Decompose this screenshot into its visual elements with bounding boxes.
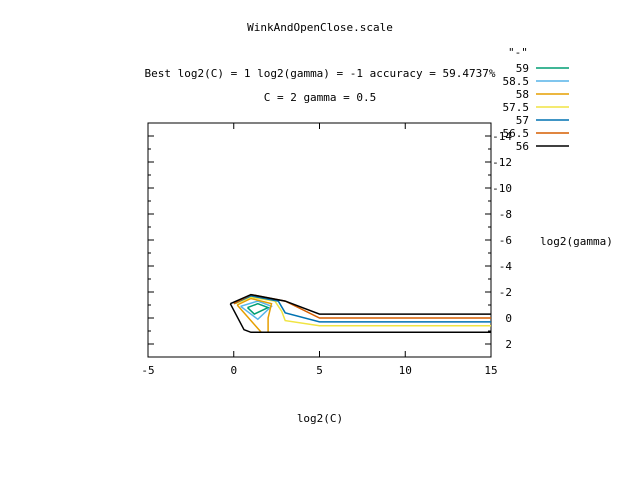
y-tick-label: 2 xyxy=(505,338,512,351)
y-tick-label: -6 xyxy=(499,234,512,247)
legend-label: 58.5 xyxy=(503,75,530,88)
x-tick-label: 0 xyxy=(230,364,237,377)
contour-line-56 xyxy=(229,293,491,315)
y-tick-label: -10 xyxy=(492,182,512,195)
legend-label: 56.5 xyxy=(503,127,530,140)
y-tick-label: -14 xyxy=(492,130,512,143)
x-axis-label: log2(C) xyxy=(297,412,343,425)
chart-title: WinkAndOpenClose.scale xyxy=(247,21,393,34)
contour-line-57.5 xyxy=(235,296,491,327)
legend-label: 56 xyxy=(516,140,529,153)
contour-line-57 xyxy=(233,295,491,323)
legend-label: 58 xyxy=(516,88,529,101)
y-tick-label: -2 xyxy=(499,286,512,299)
contour-line-56 xyxy=(229,303,491,334)
x-tick-label: 15 xyxy=(484,364,497,377)
legend-title: "-" xyxy=(508,46,528,59)
y-axis-label: log2(gamma) xyxy=(540,235,613,248)
y-tick-label: -8 xyxy=(499,208,512,221)
best-params-line: Best log2(C) = 1 log2(gamma) = -1 accura… xyxy=(145,67,496,80)
x-tick-label: 5 xyxy=(316,364,323,377)
y-tick-label: -4 xyxy=(499,260,513,273)
c-gamma-line: C = 2 gamma = 0.5 xyxy=(264,91,377,104)
contour-lines xyxy=(229,293,491,334)
x-tick-label: -5 xyxy=(141,364,154,377)
legend-label: 57 xyxy=(516,114,529,127)
contour-line-59 xyxy=(246,302,271,315)
y-tick-label: 0 xyxy=(505,312,512,325)
y-tick-label: -12 xyxy=(492,156,512,169)
x-tick-label: 10 xyxy=(399,364,412,377)
legend-label: 59 xyxy=(516,62,529,75)
legend-label: 57.5 xyxy=(503,101,530,114)
